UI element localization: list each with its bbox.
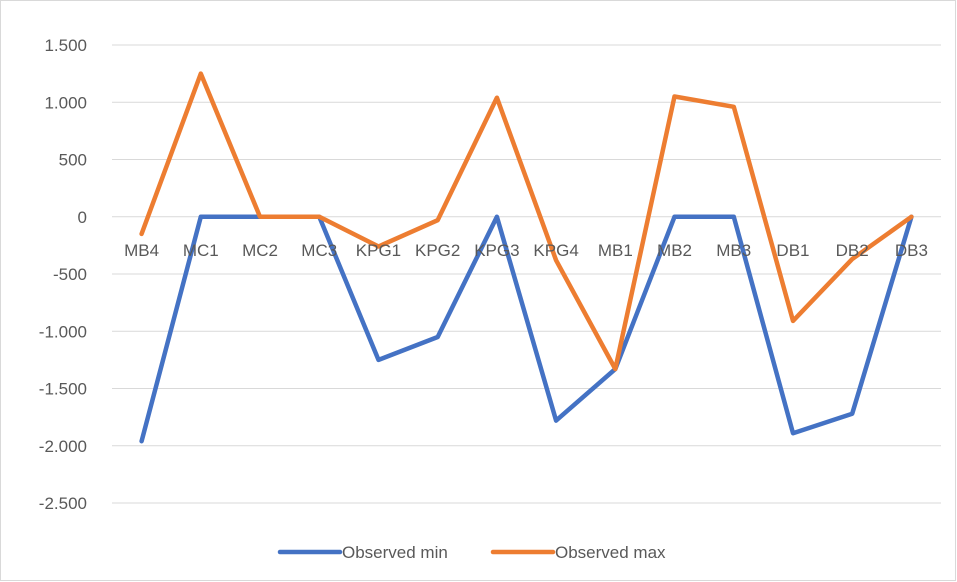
x-category-label: MB1 [598,241,633,260]
y-tick-label: 500 [59,151,87,170]
x-category-label: DB2 [836,241,869,260]
y-tick-label: 0 [78,208,87,227]
x-category-label: KPG3 [474,241,519,260]
y-axis-tick-labels: 1.500 1.000 500 0 -500 -1.000 -1.500 -2.000 -2.5… [39,36,87,513]
series-line-1 [139,71,914,372]
x-category-label: MC3 [301,241,337,260]
y-tick-label: -2.000 [39,437,87,456]
y-tick-label: -1.500 [39,380,87,399]
y-tick-label: 1.500 [44,36,87,55]
x-category-label: DB1 [776,241,809,260]
x-category-label: MC2 [242,241,278,260]
x-category-label: KPG4 [533,241,578,260]
series-lines [139,71,914,444]
y-tick-label: -2.500 [39,494,87,513]
y-tick-label: -500 [53,265,87,284]
x-category-label: MB2 [657,241,692,260]
x-axis-category-labels: MB4 MC1 MC2 MC3 KPG1 KPG2 KPG3 KPG4 MB1 MB2 MB3 DB1… [124,241,928,260]
legend-label: Observed max [555,543,666,562]
x-category-label: MC1 [183,241,219,260]
legend-label: Observed min [342,543,448,562]
x-category-label: KPG2 [415,241,460,260]
x-category-label: MB4 [124,241,159,260]
y-tick-label: 1.000 [44,93,87,112]
x-category-label: DB3 [895,241,928,260]
legend: Observed min Observed max [277,543,666,562]
gridlines [112,44,941,504]
y-tick-label: -1.000 [39,322,87,341]
x-category-label: KPG1 [356,241,401,260]
x-category-label: MB3 [716,241,751,260]
